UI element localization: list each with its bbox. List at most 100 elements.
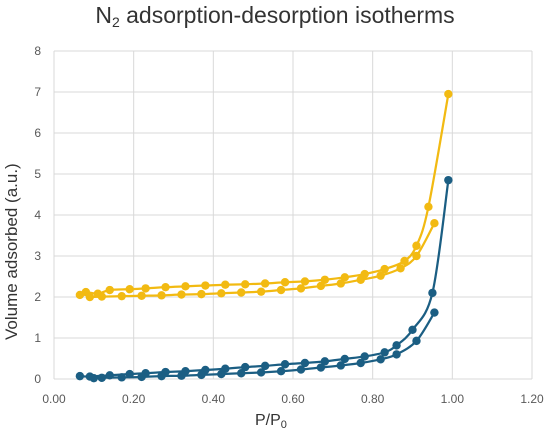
- data-point: [217, 289, 226, 298]
- x-tick-label: 0.60: [281, 392, 305, 406]
- data-point: [430, 219, 439, 228]
- y-tick-label: 7: [34, 85, 41, 99]
- data-point: [430, 308, 439, 317]
- data-point: [360, 352, 369, 361]
- data-point: [296, 365, 306, 374]
- data-point: [336, 361, 345, 370]
- data-point: [97, 292, 107, 301]
- data-point: [117, 373, 126, 382]
- x-axis-label-main: P/P: [255, 412, 281, 429]
- data-point: [97, 373, 107, 382]
- data-point: [320, 357, 330, 366]
- data-point: [105, 371, 114, 380]
- x-tick-label: 1.20: [520, 392, 544, 406]
- series-line-1: [79, 93, 450, 296]
- data-point: [392, 350, 401, 359]
- y-tick-label: 0: [34, 372, 41, 386]
- data-point: [137, 291, 146, 300]
- y-tick-label: 2: [34, 290, 41, 304]
- data-point: [256, 287, 266, 296]
- series-points: [75, 89, 453, 383]
- data-point: [157, 371, 166, 381]
- data-point: [444, 89, 453, 99]
- y-tick-label: 6: [34, 126, 41, 140]
- data-point: [201, 281, 210, 290]
- data-point: [400, 256, 409, 266]
- data-point: [336, 279, 345, 288]
- data-point: [75, 371, 85, 381]
- chart-title-main: N: [95, 2, 112, 28]
- data-point: [125, 285, 134, 294]
- data-point: [320, 275, 330, 284]
- data-point: [280, 278, 290, 287]
- data-point: [85, 292, 95, 302]
- data-point: [177, 371, 186, 380]
- y-tick-label: 5: [34, 167, 41, 181]
- data-point: [408, 325, 417, 334]
- data-point: [300, 277, 310, 286]
- data-point: [256, 368, 266, 377]
- data-point: [340, 354, 349, 364]
- y-tick-label: 1: [34, 331, 41, 345]
- y-tick-label: 8: [34, 44, 41, 58]
- data-point: [221, 280, 230, 289]
- chart-title: N2 adsorption-desorption isotherms: [0, 2, 550, 30]
- data-point: [197, 289, 206, 299]
- tick-labels: 0 1 2 3 4 5 6 7 8 0.00 0.20 0.40 0.60 0.80 1.00 1.20: [34, 44, 544, 406]
- data-point: [444, 175, 453, 185]
- data-point: [396, 264, 405, 273]
- data-point: [280, 360, 290, 369]
- data-point: [137, 372, 146, 382]
- data-point: [157, 291, 166, 300]
- series-curves: [79, 93, 450, 380]
- data-point: [340, 273, 349, 282]
- data-point: [356, 275, 365, 284]
- data-point: [424, 202, 433, 211]
- x-tick-label: 0.80: [361, 392, 385, 406]
- data-point: [300, 358, 310, 368]
- data-point: [241, 280, 250, 289]
- data-point: [125, 369, 134, 379]
- data-point: [241, 362, 250, 372]
- data-point: [217, 369, 226, 379]
- x-tick-label: 0.00: [42, 392, 66, 406]
- data-point: [356, 358, 365, 368]
- y-tick-label: 4: [34, 208, 41, 222]
- data-point: [376, 271, 385, 280]
- chart-title-subscript: 2: [111, 14, 120, 30]
- data-point: [141, 284, 150, 293]
- data-point: [412, 241, 421, 250]
- data-point: [89, 373, 99, 383]
- data-point: [237, 288, 246, 297]
- x-axis-label-subscript: 0: [280, 419, 287, 431]
- data-point: [260, 361, 270, 371]
- data-point: [177, 290, 186, 299]
- x-tick-label: 0.20: [122, 392, 146, 406]
- data-point: [412, 251, 421, 261]
- data-point: [428, 288, 437, 298]
- data-point: [237, 369, 246, 378]
- data-point: [181, 282, 190, 291]
- data-point: [117, 291, 126, 301]
- data-point: [316, 281, 326, 291]
- data-point: [197, 370, 206, 380]
- data-point: [376, 355, 385, 364]
- data-point: [412, 336, 421, 346]
- data-point: [276, 285, 286, 295]
- data-point: [276, 367, 286, 376]
- data-point: [380, 348, 389, 357]
- data-point: [260, 279, 270, 288]
- data-point: [296, 284, 306, 293]
- data-point: [316, 363, 326, 372]
- x-tick-label: 0.40: [202, 392, 226, 406]
- chart-title-rest: adsorption-desorption isotherms: [119, 2, 455, 28]
- y-tick-label: 3: [34, 249, 41, 263]
- data-point: [105, 285, 114, 295]
- data-point: [392, 341, 401, 350]
- x-axis-label: P/P0: [255, 412, 287, 431]
- data-point: [380, 264, 389, 274]
- x-tick-label: 1.00: [441, 392, 465, 406]
- grid-lines: [53, 50, 533, 380]
